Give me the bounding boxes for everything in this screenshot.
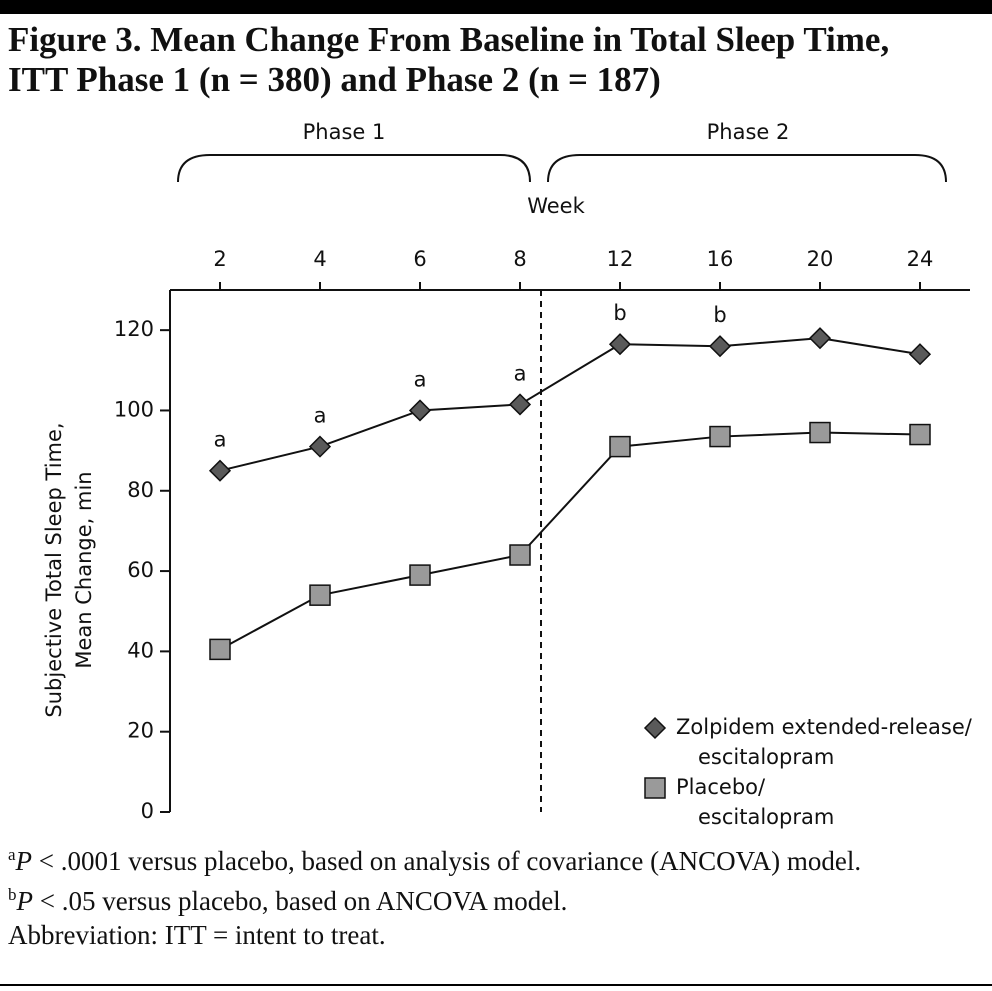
y-axis-label-line: Mean Change, min — [72, 471, 96, 668]
legend-marker — [644, 777, 666, 799]
point-label: a — [414, 367, 427, 391]
x-tick-label: 20 — [807, 247, 834, 271]
y-tick-label: 60 — [127, 558, 154, 582]
x-tick-label: 8 — [513, 247, 526, 271]
x-tick-label: 24 — [907, 247, 934, 271]
series-line — [219, 337, 921, 472]
title: Figure 3. Mean Change From Baseline in T… — [8, 20, 889, 100]
footnote: aP < .0001 versus placebo, based on anal… — [8, 838, 978, 878]
data-point — [708, 335, 732, 358]
footnote-marker: a — [8, 845, 16, 864]
y-tick-label: 40 — [127, 638, 154, 662]
phase-label: Phase 2 — [707, 120, 790, 144]
y-axis-label-line: Subjective Total Sleep Time, — [42, 422, 66, 717]
footnote-italic: P — [15, 846, 33, 876]
series-line — [219, 431, 921, 651]
legend-label-line: Zolpidem extended-release/ — [676, 715, 973, 739]
data-point — [309, 584, 331, 606]
title-line: Figure 3. Mean Change From Baseline in T… — [8, 20, 890, 59]
data-point — [808, 327, 832, 350]
x-tick-label: 12 — [607, 247, 634, 271]
data-point — [408, 399, 432, 422]
footnote-italic: P — [16, 886, 34, 916]
footnote: bP < .05 versus placebo, based on ANCOVA… — [8, 878, 978, 918]
x-tick-label: 16 — [707, 247, 734, 271]
y-tick-label: 100 — [114, 397, 154, 421]
x-tick-label: 2 — [213, 247, 226, 271]
point-label: a — [214, 428, 227, 452]
footnote-text: Abbreviation: ITT = intent to treat. — [8, 920, 386, 950]
footnote: Abbreviation: ITT = intent to treat. — [8, 918, 978, 952]
y-tick-label: 120 — [114, 317, 154, 341]
footnotes: aP < .0001 versus placebo, based on anal… — [8, 838, 978, 952]
brace — [547, 154, 947, 183]
y-tick-label: 80 — [127, 478, 154, 502]
x-axis-label: Week — [527, 194, 585, 218]
data-point — [409, 564, 431, 586]
legend-label: Zolpidem extended-release/escitalopram — [676, 715, 973, 769]
y-tick-label: 20 — [127, 719, 154, 743]
data-point — [509, 544, 531, 566]
legend-label: Placebo/escitalopram — [676, 775, 834, 829]
data-point — [809, 421, 831, 444]
footnote-text: < .0001 versus placebo, based on analysi… — [32, 846, 862, 876]
title-line: ITT Phase 1 (n = 380) and Phase 2 (n = 1… — [8, 60, 661, 99]
data-point — [608, 333, 632, 356]
legend-label-line: escitalopram — [698, 805, 834, 829]
top-rule — [0, 0, 992, 14]
x-tick-label: 4 — [313, 247, 326, 271]
phase-label: Phase 1 — [303, 120, 386, 144]
data-point — [209, 638, 231, 661]
data-point — [609, 435, 631, 458]
data-point — [208, 459, 232, 482]
data-point — [308, 435, 332, 458]
data-point — [908, 343, 932, 366]
point-label: a — [514, 361, 527, 385]
legend-marker — [643, 716, 667, 740]
point-label: b — [713, 303, 726, 327]
point-label: b — [613, 301, 626, 325]
data-point — [909, 423, 931, 446]
legend-label-line: escitalopram — [698, 745, 834, 769]
x-tick-label: 6 — [413, 247, 426, 271]
point-label: a — [314, 404, 327, 428]
data-point — [709, 425, 731, 448]
footnote-marker: b — [8, 885, 17, 904]
y-tick-label: 0 — [141, 799, 154, 823]
footnote-text: < .05 versus placebo, based on ANCOVA mo… — [33, 886, 568, 916]
legend-label-line: Placebo/ — [676, 775, 766, 799]
brace — [177, 154, 531, 183]
data-point — [508, 393, 532, 416]
y-axis-label: Subjective Total Sleep Time, Mean Change… — [42, 422, 96, 717]
